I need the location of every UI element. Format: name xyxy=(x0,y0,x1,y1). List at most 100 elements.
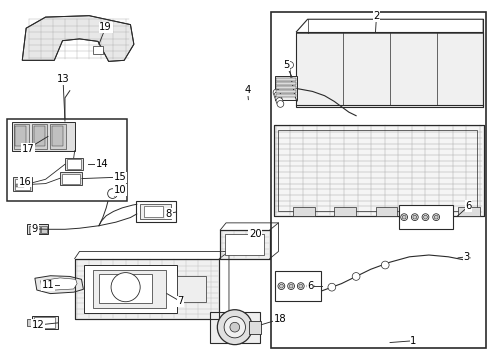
Text: 6: 6 xyxy=(465,201,471,211)
Polygon shape xyxy=(296,32,481,102)
Circle shape xyxy=(412,215,416,219)
Circle shape xyxy=(306,283,313,289)
Circle shape xyxy=(288,284,292,288)
Bar xyxy=(15,179,30,190)
Circle shape xyxy=(273,89,279,96)
Bar xyxy=(273,125,483,216)
Bar xyxy=(65,158,83,170)
Circle shape xyxy=(351,273,359,280)
Bar xyxy=(275,78,295,81)
Circle shape xyxy=(275,98,282,104)
Text: 4: 4 xyxy=(244,85,250,95)
Bar xyxy=(93,46,102,54)
Bar xyxy=(67,159,81,168)
Bar xyxy=(62,174,80,184)
Circle shape xyxy=(432,214,439,221)
Bar xyxy=(34,317,55,328)
Text: 7: 7 xyxy=(177,296,183,306)
Bar xyxy=(220,230,269,258)
Circle shape xyxy=(279,284,283,288)
Bar xyxy=(271,12,485,348)
Text: 10: 10 xyxy=(114,185,126,195)
Bar xyxy=(140,204,170,219)
Bar xyxy=(50,123,66,149)
Bar xyxy=(249,321,261,334)
Circle shape xyxy=(276,100,283,107)
Bar xyxy=(275,94,295,97)
Text: 12: 12 xyxy=(31,320,44,330)
Polygon shape xyxy=(22,16,134,62)
Circle shape xyxy=(421,214,428,221)
Bar xyxy=(398,205,452,229)
Bar xyxy=(84,265,176,313)
Bar xyxy=(292,207,314,216)
Bar xyxy=(14,123,29,149)
Circle shape xyxy=(224,316,245,338)
Bar xyxy=(176,276,205,302)
Circle shape xyxy=(297,283,304,289)
Bar xyxy=(209,312,260,342)
Bar xyxy=(136,202,175,222)
Circle shape xyxy=(308,284,312,288)
Text: 13: 13 xyxy=(57,74,69,84)
Text: 1: 1 xyxy=(409,336,416,346)
Bar xyxy=(275,86,295,89)
Bar xyxy=(99,274,152,303)
Text: 11: 11 xyxy=(42,280,55,291)
Circle shape xyxy=(287,283,294,289)
Text: 15: 15 xyxy=(114,172,126,182)
Bar xyxy=(29,226,40,233)
Bar xyxy=(275,76,296,100)
Text: 14: 14 xyxy=(95,159,108,169)
Bar xyxy=(60,172,82,185)
Bar xyxy=(334,207,355,216)
Circle shape xyxy=(277,283,284,289)
Bar xyxy=(7,118,127,201)
Circle shape xyxy=(327,283,335,291)
Bar xyxy=(16,126,26,147)
Circle shape xyxy=(111,273,140,302)
Bar xyxy=(375,207,397,216)
Text: 8: 8 xyxy=(165,208,172,219)
Bar xyxy=(275,90,295,93)
Bar xyxy=(32,316,58,329)
Text: 9: 9 xyxy=(32,224,38,234)
Circle shape xyxy=(410,214,417,221)
Text: 20: 20 xyxy=(248,229,261,239)
Bar xyxy=(93,270,165,308)
Circle shape xyxy=(433,215,437,219)
Bar xyxy=(278,130,476,211)
Text: 19: 19 xyxy=(99,22,112,32)
Bar xyxy=(52,126,63,147)
Text: 6: 6 xyxy=(306,281,313,291)
Bar xyxy=(220,230,269,258)
Bar xyxy=(296,32,482,107)
Circle shape xyxy=(381,261,388,269)
Bar xyxy=(75,258,219,319)
Text: 2: 2 xyxy=(372,12,379,21)
Circle shape xyxy=(275,95,281,102)
Text: 18: 18 xyxy=(274,314,286,324)
Bar xyxy=(34,126,44,147)
Bar xyxy=(224,234,264,255)
Circle shape xyxy=(107,189,117,198)
Polygon shape xyxy=(41,278,77,290)
Bar xyxy=(275,271,321,301)
Circle shape xyxy=(401,215,405,219)
Bar xyxy=(416,207,438,216)
Bar xyxy=(275,82,295,85)
Bar xyxy=(17,184,24,187)
Bar xyxy=(457,207,479,216)
Circle shape xyxy=(298,284,302,288)
Polygon shape xyxy=(35,276,83,294)
Bar xyxy=(273,125,483,216)
Circle shape xyxy=(423,215,427,219)
Text: 3: 3 xyxy=(463,252,469,262)
Bar xyxy=(13,177,32,192)
Circle shape xyxy=(400,214,407,221)
Bar xyxy=(75,258,219,319)
Circle shape xyxy=(274,92,280,99)
Bar xyxy=(41,226,46,233)
Text: 17: 17 xyxy=(21,144,34,154)
Text: 5: 5 xyxy=(283,60,289,70)
